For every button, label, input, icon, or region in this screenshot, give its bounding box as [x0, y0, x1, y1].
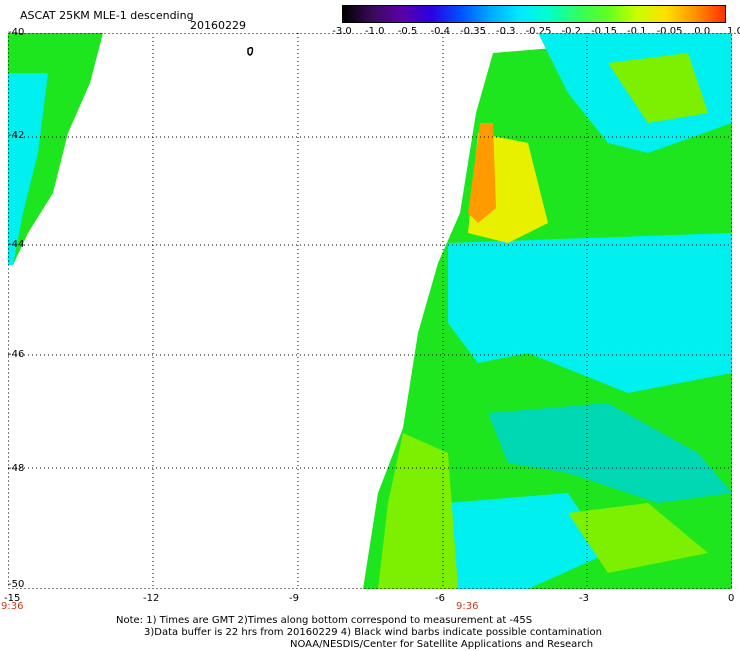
lon-label: -6: [435, 593, 445, 604]
lat-label: -50: [8, 579, 25, 590]
lat-label: -44: [8, 239, 25, 250]
product-title: ASCAT 25KM MLE-1 descending: [20, 9, 194, 22]
pass-time-label: 9:36: [456, 601, 479, 612]
color-scale-tick-label: -3.0: [332, 26, 352, 37]
lat-label: -40: [8, 27, 25, 38]
west-swath-region: [8, 73, 48, 265]
east-swath-lime: [378, 433, 458, 589]
color-scale-labels: -3.0 -1.0 -0.5 -0.4 -0.35 -0.3 -0.25 -0.2 -0.15-…: [330, 26, 740, 39]
color-scale-tick-label: 1.0: [727, 26, 740, 37]
color-scale-tick-label: -0.35: [460, 26, 486, 37]
footnote: Note: 1) Times are GMT 2)Times along bot…: [116, 615, 602, 651]
footnote-line-3: NOAA/NESDIS/Center for Satellite Applica…: [290, 639, 594, 650]
color-scale-bar: [342, 5, 726, 23]
lat-label: -48: [8, 463, 25, 474]
lon-label: 0: [728, 593, 735, 604]
color-scale-tick-label: -0.1: [626, 26, 647, 37]
east-swath-teal: [488, 403, 732, 503]
map-frame: [8, 33, 732, 589]
lon-label: -15: [4, 593, 21, 604]
lon-label: -3: [579, 593, 589, 604]
pass-time-label: 9:36: [1, 601, 24, 612]
east-swath-cyan: [448, 233, 732, 393]
wind-map-plot: [8, 33, 732, 589]
color-scale-tick-label: -0.25: [525, 26, 552, 37]
color-scale-tick-label: 0.0: [694, 26, 711, 37]
color-scale-tick-label: -0.2: [561, 26, 582, 37]
footnote-line-2: 3)Data buffer is 22 hrs from 20160229 4)…: [144, 627, 602, 638]
lon-label: -12: [143, 593, 160, 604]
color-scale-tick-label: -0.5: [397, 26, 418, 37]
wind-barb-marker: [247, 46, 254, 56]
footnote-line-1: Note: 1) Times are GMT 2)Times along bot…: [116, 615, 533, 626]
east-swath-lime: [608, 53, 708, 123]
color-scale-tick-label: -0.05: [656, 26, 683, 37]
lat-label: -42: [8, 130, 25, 141]
color-scale-tick-label: -0.3: [495, 26, 516, 37]
product-date: 20160229: [190, 19, 246, 32]
color-scale-tick-label: -1.0: [364, 26, 385, 37]
lon-label: -9: [289, 593, 299, 604]
lat-label: -46: [8, 349, 25, 360]
color-scale-tick-label: -0.4: [430, 26, 451, 37]
east-swath-orange: [468, 123, 496, 223]
wind-swath-svg: [8, 33, 732, 589]
color-scale-tick-label: -0.15: [591, 26, 617, 37]
east-swath-cyan: [438, 493, 608, 589]
east-swath-lime: [568, 503, 708, 573]
